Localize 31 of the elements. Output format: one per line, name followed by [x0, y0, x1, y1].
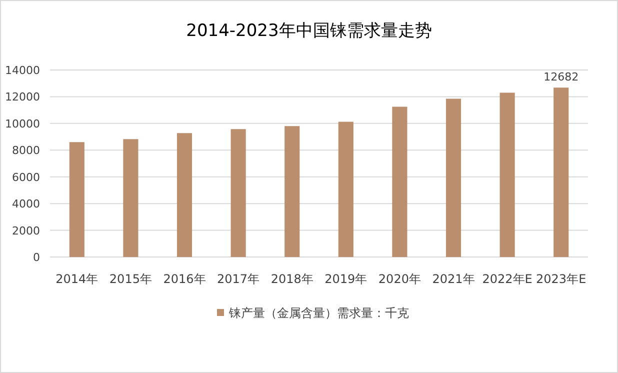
- bar: [338, 122, 354, 257]
- bar: [69, 142, 84, 257]
- y-tick-label: 6000: [12, 170, 40, 184]
- x-tick-label: 2017年: [217, 272, 260, 286]
- y-tick-label: 2000: [12, 224, 40, 238]
- x-tick-label: 2021年: [432, 272, 475, 286]
- x-tick-label: 2022年E: [482, 272, 532, 286]
- y-tick-label: 8000: [12, 144, 40, 158]
- y-tick-label: 12000: [5, 90, 40, 104]
- x-tick-label: 2023年E: [536, 272, 586, 286]
- bar: [554, 88, 569, 257]
- bar: [176, 133, 192, 257]
- bar: [123, 139, 138, 257]
- y-tick-label: 0: [33, 251, 40, 264]
- bar: [230, 129, 246, 257]
- bar: [446, 98, 462, 257]
- x-tick-label: 2014年: [56, 272, 98, 286]
- x-tick-label: 2019年: [324, 272, 368, 286]
- bar: [500, 92, 515, 257]
- y-tick-label: 14000: [5, 64, 40, 77]
- x-tick-label: 2018年: [270, 272, 314, 286]
- y-tick-label: 10000: [5, 117, 40, 130]
- x-tick-label: 2016年: [163, 272, 206, 286]
- chart-title: 2014-2023年中国铼需求量走势: [186, 21, 432, 41]
- bar: [392, 106, 408, 257]
- data-label: 12682: [544, 70, 579, 84]
- bar: [284, 126, 300, 257]
- legend-label: 铼产量（金属含量）需求量：千克: [228, 306, 409, 320]
- y-tick-label: 4000: [12, 198, 40, 211]
- x-tick-label: 2020年: [378, 272, 421, 286]
- x-tick-label: 2015年: [109, 272, 152, 286]
